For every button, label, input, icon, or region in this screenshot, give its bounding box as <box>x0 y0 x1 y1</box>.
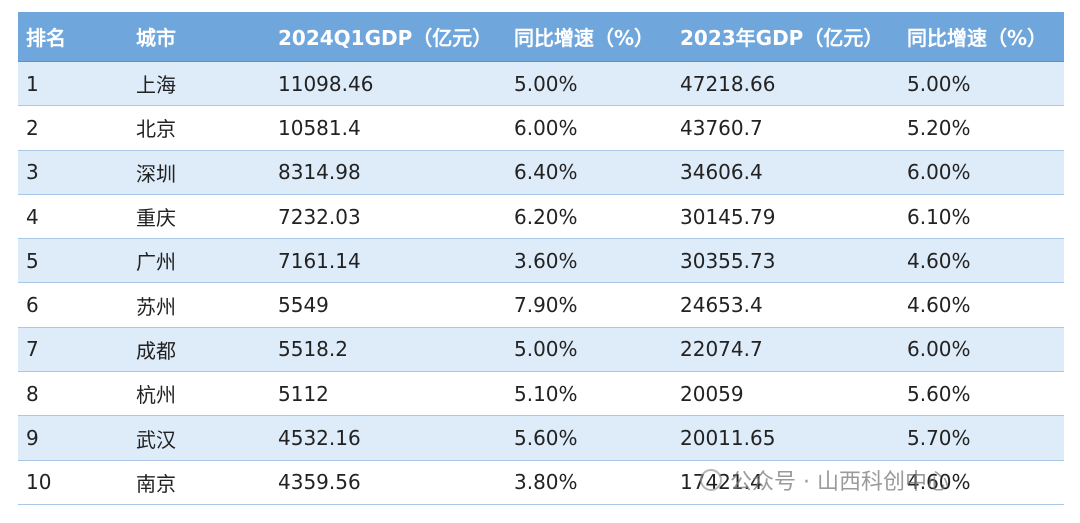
table-cell: 7 <box>26 337 39 362</box>
table-cell: 5 <box>26 248 39 273</box>
table-cell: 5.70% <box>907 426 971 451</box>
header-cell: 2024Q1GDP（亿元） <box>278 26 493 50</box>
table-cell: 20011.65 <box>680 426 776 451</box>
table-cell: 4.60% <box>907 248 971 273</box>
table-cell: 6.00% <box>907 160 971 185</box>
table-cell: 3.60% <box>514 248 578 273</box>
table-cell: 5518.2 <box>278 337 348 362</box>
table-cell: 8314.98 <box>278 160 361 185</box>
table-cell: 5.20% <box>907 115 971 140</box>
table-cell: 7232.03 <box>278 204 361 229</box>
table-cell: 30355.73 <box>680 248 776 273</box>
table-cell: 5.00% <box>514 71 578 96</box>
table-row: 2 北京 10581.4 6.00% 43760.7 5.20% <box>18 106 1064 151</box>
header-cell: 2023年GDP（亿元） <box>680 26 884 50</box>
table-cell: 4532.16 <box>278 426 361 451</box>
table-row: 3 深圳 8314.98 6.40% 34606.4 6.00% <box>18 150 1064 195</box>
table-cell: 11098.46 <box>278 71 374 96</box>
table-row: 4 重庆 7232.03 6.20% 30145.79 6.10% <box>18 195 1064 240</box>
table-cell: 7161.14 <box>278 248 361 273</box>
table-cell: 2 <box>26 115 39 140</box>
watermark: 公众号 · 山西科创中心 <box>700 464 949 496</box>
header-cell: 同比增速（%） <box>907 26 1048 50</box>
header-cell: 城市 <box>136 26 176 50</box>
table-cell: 重庆 <box>136 206 176 231</box>
table-cell: 3.80% <box>514 470 578 495</box>
table-cell: 南京 <box>136 471 176 496</box>
table-cell: 1 <box>26 71 39 96</box>
table-row: 5 广州 7161.14 3.60% 30355.73 4.60% <box>18 239 1064 284</box>
table-cell: 5.60% <box>514 426 578 451</box>
table-cell: 30145.79 <box>680 204 776 229</box>
table-cell: 5549 <box>278 293 329 318</box>
table-cell: 5112 <box>278 381 329 406</box>
table-cell: 34606.4 <box>680 160 763 185</box>
table-cell: 6.00% <box>907 337 971 362</box>
table-cell: 6.20% <box>514 204 578 229</box>
table-cell: 4.60% <box>907 293 971 318</box>
gdp-table: 排名 城市 2024Q1GDP（亿元） 同比增速（%） 2023年GDP（亿元） 同比增速… <box>18 12 1064 505</box>
table-cell: 5.10% <box>514 381 578 406</box>
table-cell: 苏州 <box>136 294 176 319</box>
table-cell: 4359.56 <box>278 470 361 495</box>
table-cell: 43760.7 <box>680 115 763 140</box>
header-row: 排名 城市 2024Q1GDP（亿元） 同比增速（%） 2023年GDP（亿元） 同比增速… <box>18 12 1064 62</box>
table-cell: 9 <box>26 426 39 451</box>
table-cell: 深圳 <box>136 161 176 186</box>
table-cell: 武汉 <box>136 427 176 452</box>
table-cell: 6.40% <box>514 160 578 185</box>
table-cell: 6.00% <box>514 115 578 140</box>
table-cell: 10581.4 <box>278 115 361 140</box>
header-cell: 同比增速（%） <box>514 26 655 50</box>
table-row: 1 上海 11098.46 5.00% 47218.66 5.00% <box>18 62 1064 107</box>
watermark-text: 公众号 · 山西科创中心 <box>730 470 949 495</box>
table-row: 8 杭州 5112 5.10% 20059 5.60% <box>18 372 1064 417</box>
table-cell: 3 <box>26 160 39 185</box>
watermark-icon <box>700 469 722 491</box>
table-row: 6 苏州 5549 7.90% 24653.4 4.60% <box>18 283 1064 328</box>
table-row: 9 武汉 4532.16 5.60% 20011.65 5.70% <box>18 416 1064 461</box>
table-row: 7 成都 5518.2 5.00% 22074.7 6.00% <box>18 327 1064 373</box>
table-cell: 20059 <box>680 381 744 406</box>
table-cell: 4 <box>26 204 39 229</box>
table-cell: 广州 <box>136 250 176 275</box>
table-cell: 成都 <box>136 338 176 363</box>
table-cell: 6 <box>26 293 39 318</box>
table-cell: 上海 <box>136 73 176 98</box>
table-cell: 北京 <box>136 117 176 142</box>
table-cell: 7.90% <box>514 293 578 318</box>
table-cell: 5.00% <box>907 71 971 96</box>
table-cell: 24653.4 <box>680 293 763 318</box>
table-cell: 4.60% <box>907 470 971 495</box>
table-cell: 8 <box>26 381 39 406</box>
table-cell: 6.10% <box>907 204 971 229</box>
table-cell: 5.00% <box>514 337 578 362</box>
table-cell: 10 <box>26 470 52 495</box>
table-cell: 杭州 <box>136 383 176 408</box>
table-cell: 22074.7 <box>680 337 763 362</box>
header-cell: 排名 <box>26 26 66 50</box>
table-cell: 47218.66 <box>680 71 776 96</box>
table-cell: 5.60% <box>907 381 971 406</box>
